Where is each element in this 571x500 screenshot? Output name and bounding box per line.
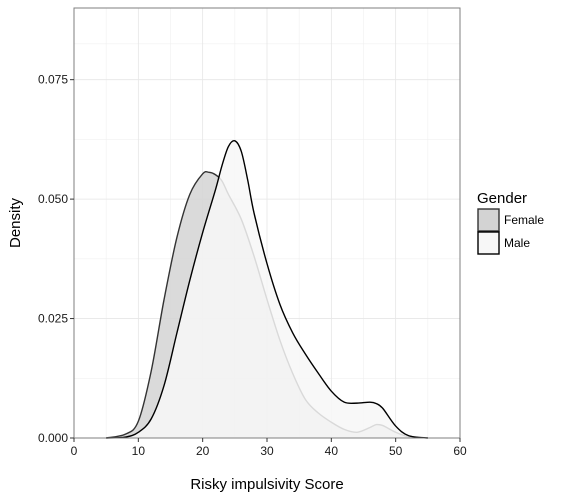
y-tick-label: 0.050: [38, 192, 68, 206]
x-tick-label: 50: [389, 444, 403, 458]
x-tick-label: 10: [132, 444, 146, 458]
density-line-male: [106, 139, 428, 439]
series-layer: [106, 139, 428, 439]
legend-label-female: Female: [504, 213, 544, 227]
y-tick-label: 0.025: [38, 312, 68, 326]
y-tick-label: 0.075: [38, 73, 68, 87]
legend-key-female: [477, 208, 500, 232]
legend: Gender Female Male: [477, 190, 544, 255]
density-area-male: [106, 140, 428, 438]
x-axis: 0 10 20 30 40 50 60: [71, 438, 467, 458]
legend-key-male: [477, 231, 500, 255]
y-axis: 0.000 0.025 0.050 0.075: [38, 73, 74, 445]
x-tick-label: 30: [260, 444, 274, 458]
y-tick-label: 0.000: [38, 431, 68, 445]
legend-label-male: Male: [504, 236, 530, 250]
legend-items: Female Male: [477, 208, 544, 255]
x-tick-label: 60: [453, 444, 467, 458]
x-tick-label: 40: [325, 444, 339, 458]
legend-title: Gender: [477, 190, 527, 207]
x-tick-label: 0: [71, 444, 78, 458]
x-axis-title: Risky impulsivity Score: [190, 476, 343, 493]
x-tick-label: 20: [196, 444, 210, 458]
y-axis-title: Density: [7, 197, 24, 248]
